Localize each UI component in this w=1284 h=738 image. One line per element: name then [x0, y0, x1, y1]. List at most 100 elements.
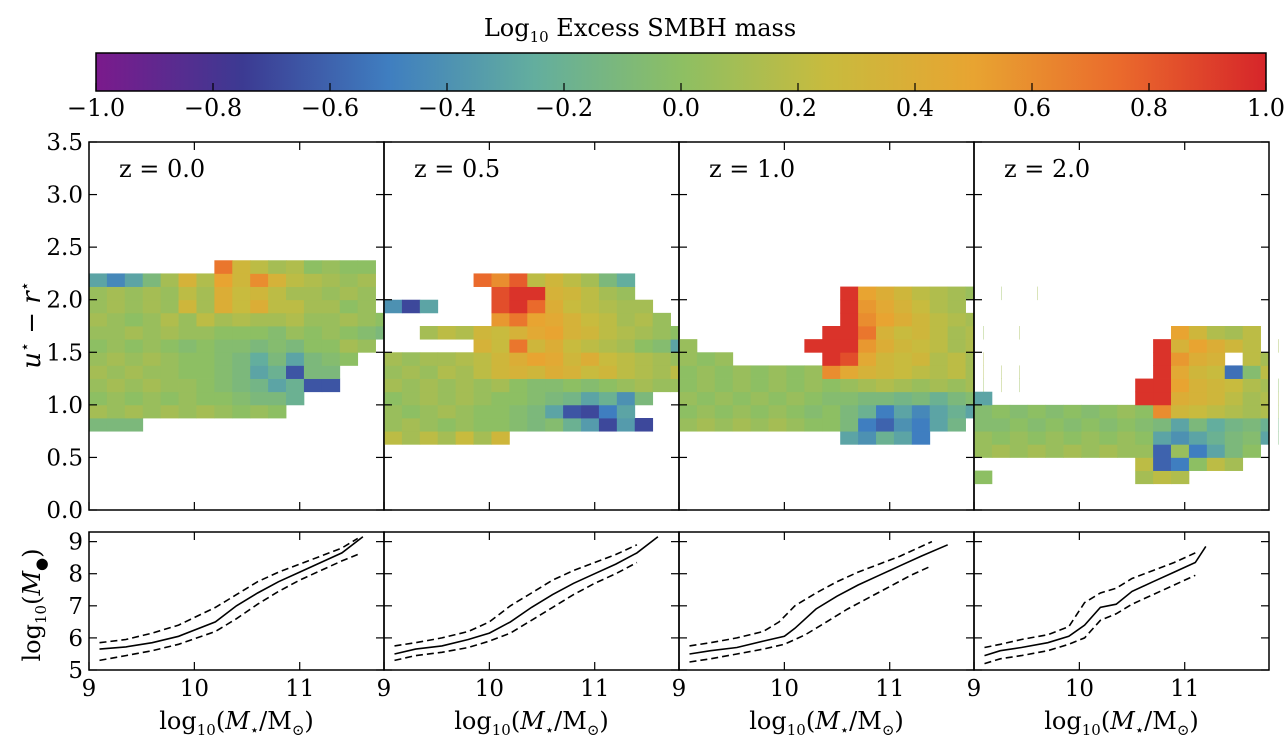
- median-line: [394, 536, 659, 655]
- heatmap-cell: [357, 299, 376, 314]
- heatmap-cell: [491, 286, 510, 301]
- heatmap-cell: [1117, 444, 1136, 458]
- heatmap-cell: [106, 352, 126, 366]
- colorbar-tick-label: −0.2: [535, 94, 593, 122]
- heatmap-cell: [89, 352, 108, 366]
- heatmap-cell: [965, 339, 975, 353]
- heatmap-cell: [1206, 339, 1226, 353]
- heatmap-cell: [696, 391, 716, 406]
- heatmap-cell: [268, 352, 287, 366]
- heatmap-cell: [581, 391, 600, 406]
- heatmap-cell: [455, 365, 474, 379]
- heatmap-cell: [268, 404, 287, 419]
- heatmap-cell: [1260, 352, 1270, 366]
- heatmap-cell: [822, 418, 841, 432]
- heatmap-cell: [876, 326, 895, 340]
- heatmap-cell: [1135, 431, 1154, 445]
- heatmap-cell: [527, 312, 546, 327]
- heatmap-cell: [1153, 470, 1172, 485]
- heatmap-cell: [563, 418, 582, 432]
- heatmap-cell: [965, 365, 975, 379]
- heatmap-cell: [160, 326, 179, 340]
- heatmap-cell: [545, 326, 564, 340]
- heatmap-cell: [545, 273, 564, 287]
- heatmap-cell: [876, 339, 895, 353]
- heatmap-cell: [840, 326, 859, 340]
- heatmap-cell: [581, 418, 600, 432]
- heatmap-cell: [598, 299, 618, 314]
- heatmap-cell: [840, 431, 859, 445]
- heatmap-cell: [876, 352, 895, 366]
- heatmap-cell: [1224, 391, 1244, 406]
- heatmap-cell: [714, 418, 734, 432]
- heatmap-cell: [509, 273, 528, 287]
- x-tick-label: 10: [475, 676, 504, 702]
- heatmap-cell: [768, 391, 787, 406]
- y-tick-label: 2.0: [46, 288, 83, 314]
- heatmap-cell: [1009, 404, 1029, 419]
- heatmap-cell: [303, 365, 323, 379]
- heatmap-cell: [965, 286, 975, 301]
- colorbar-tick-label: 1.0: [1247, 94, 1284, 122]
- heatmap-cell: [750, 418, 769, 432]
- heatmap-cell: [1260, 365, 1270, 379]
- heatmap-cell: [598, 286, 618, 301]
- x-tick-label: 11: [580, 676, 609, 702]
- heatmap-cell: [893, 326, 913, 340]
- heatmap-cell: [268, 299, 287, 314]
- heatmap-cell: [491, 299, 510, 314]
- heatmap-cell: [929, 299, 949, 314]
- heatmap-cell: [929, 339, 949, 353]
- heatmap-cell: [1027, 418, 1047, 432]
- heatmap-cell: [563, 326, 582, 340]
- heatmap-cell: [634, 418, 654, 432]
- heatmap-cell: [616, 312, 636, 327]
- heatmap-cell: [876, 404, 895, 419]
- heatmap-cell: [303, 312, 323, 327]
- heatmap-cell: [214, 352, 233, 366]
- heatmap-cell: [384, 352, 403, 366]
- colorbar-tick-label: −0.6: [301, 94, 359, 122]
- heatmap-cell: [286, 365, 305, 379]
- heatmap-cell: [822, 378, 841, 393]
- y-tick-label: 6: [68, 626, 83, 652]
- colorbar-tick-label: −0.8: [184, 94, 242, 122]
- x-tick-label: 10: [1065, 676, 1094, 702]
- heatmap-cell: [929, 326, 949, 340]
- heatmap-cell: [384, 404, 403, 419]
- heatmap-cell: [339, 312, 359, 327]
- heatmap-cell: [286, 339, 305, 353]
- heatmap-cell: [616, 339, 636, 353]
- heatmap-cell: [473, 365, 492, 379]
- heatmap-cell: [1242, 404, 1261, 419]
- heatmap-cell: [840, 286, 859, 301]
- heatmap-cell: [911, 378, 931, 393]
- heatmap-cell: [696, 352, 716, 366]
- heatmap-cell: [1171, 418, 1190, 432]
- heatmap-cell: [160, 273, 179, 287]
- heatmap-cell: [581, 352, 600, 366]
- heatmap-cell: [893, 299, 913, 314]
- heatmap-cell: [598, 378, 618, 393]
- heatmap-cell: [419, 365, 439, 379]
- heatmap-cell: [303, 286, 323, 301]
- heatmap-cell: [437, 365, 457, 379]
- heatmap-cell: [991, 431, 1011, 445]
- heatmap-cell: [124, 312, 144, 327]
- heatmap-cell: [303, 299, 323, 314]
- heatmap-cell: [89, 418, 108, 432]
- heatmap-cell: [768, 418, 787, 432]
- heatmap-cell: [286, 299, 305, 314]
- heatmap-cell: [473, 404, 492, 419]
- heatmap-cell: [563, 299, 582, 314]
- heatmap-cell: [616, 378, 636, 393]
- panel-frame: [973, 531, 1270, 671]
- heatmap-cell: [142, 391, 162, 406]
- heatmap-cell: [491, 312, 510, 327]
- heatmap-cell: [1171, 404, 1190, 419]
- heatmap-cell: [357, 312, 376, 327]
- heatmap-cell: [178, 299, 197, 314]
- heatmap-cell: [250, 299, 269, 314]
- heatmap-cell: [840, 378, 859, 393]
- heatmap-cell: [1153, 391, 1172, 406]
